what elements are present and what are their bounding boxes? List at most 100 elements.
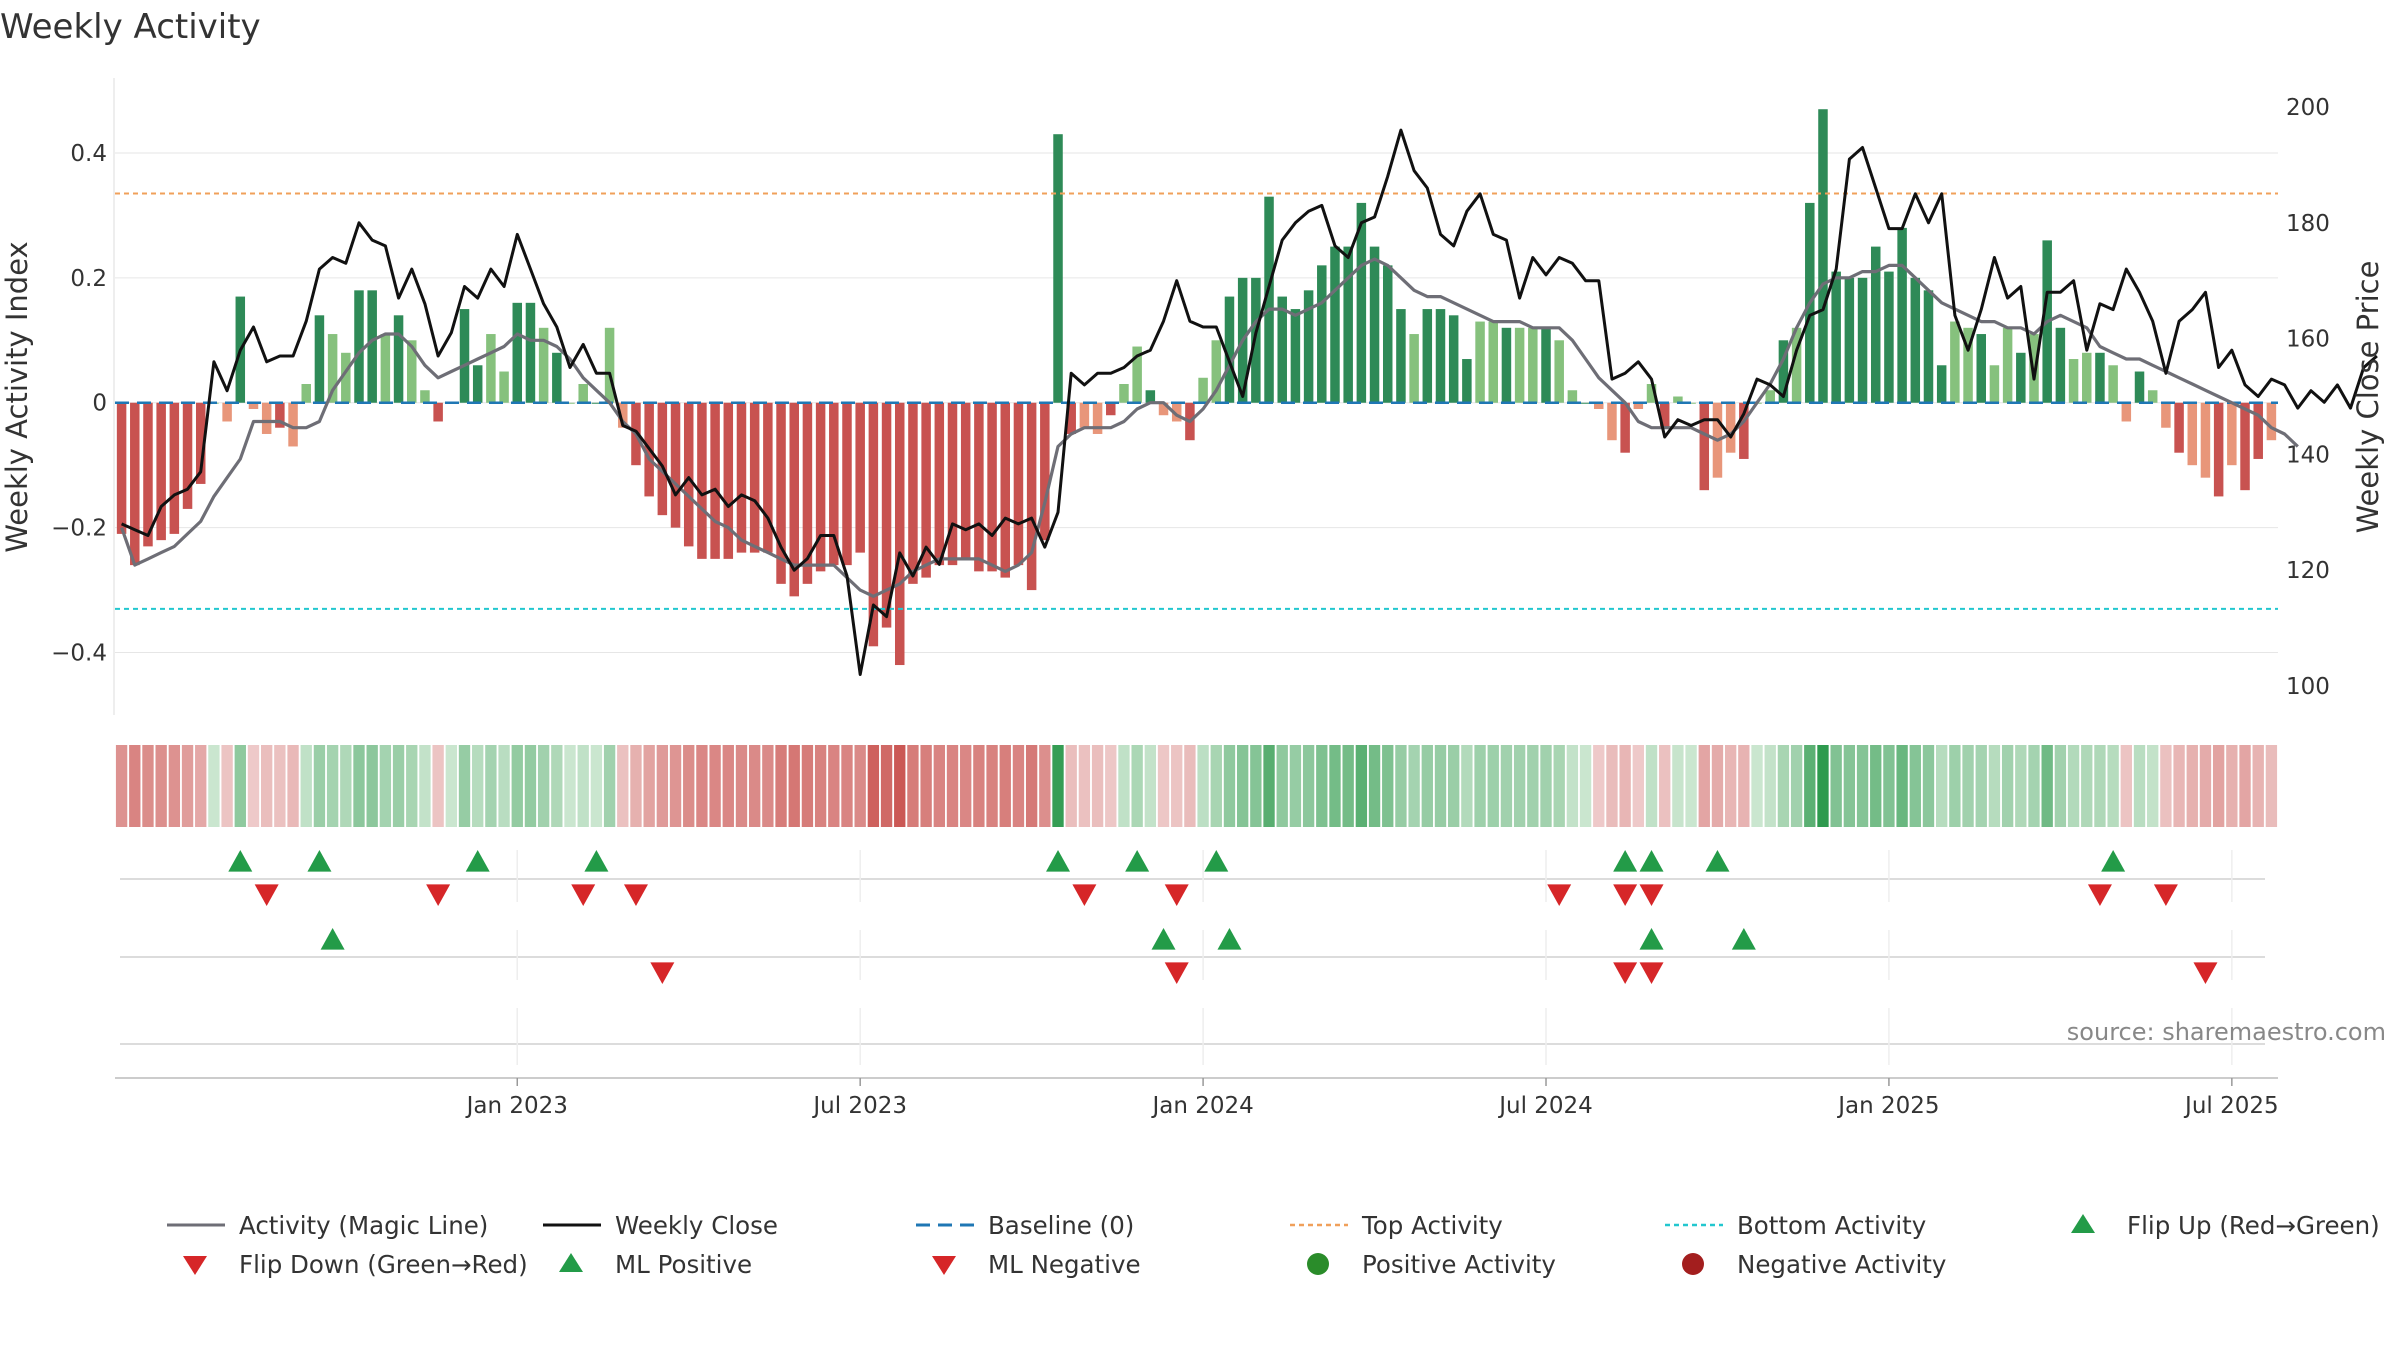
activity-bar [1198,377,1208,403]
heat-cell [353,745,365,827]
heat-cell [1078,745,1091,827]
activity-bar [1224,296,1235,403]
activity-bar [354,290,364,403]
activity-bar [1831,271,1841,403]
y-left-tick-label: 0.4 [70,141,107,167]
heat-cell [748,745,761,827]
flip-down-marker [426,884,451,906]
heat-cell [1553,745,1565,827]
activity-bar [1026,402,1037,591]
heat-cell [1500,745,1513,827]
heat-cell [1408,745,1420,827]
activity-bar [697,402,707,559]
heat-cell [2028,745,2040,827]
y-right-tick-label: 180 [2286,211,2330,237]
heat-cell [1804,745,1816,827]
heat-cell [1962,745,1974,827]
activity-bar [789,402,799,597]
activity-bar [683,402,694,547]
y-right-tick-label: 100 [2286,674,2330,700]
heat-cell [1606,745,1618,827]
legend-label: Flip Up (Red→Green) [2127,1211,2380,1240]
x-tick-label: Jan 2024 [1150,1093,1253,1119]
activity-bar [2095,352,2105,403]
activity-bar [288,402,298,447]
flip-down-marker [1547,884,1572,906]
activity-bar [578,384,588,403]
activity-bar [1870,246,1881,403]
heat-cell [1724,745,1737,827]
activity-bar [881,402,892,628]
activity-bar [974,402,984,572]
activity-heat-strip [115,745,2278,827]
heat-cell [392,745,405,827]
flip-up-marker [584,850,609,872]
activity-bar [1541,327,1551,403]
x-tick-label: Jan 2023 [465,1093,568,1119]
heat-cell [1065,745,1077,827]
heat-cell [1566,745,1579,827]
activity-bar [182,402,193,509]
activity-bar [868,402,879,647]
activity-bar [1501,327,1512,403]
activity-bar [618,402,628,428]
x-tick-label: Jan 2025 [1836,1093,1939,1119]
heat-cell [2067,745,2080,827]
flip-up-marker [228,850,253,872]
activity-bar [1119,384,1129,403]
heat-cell [551,745,563,827]
legend-item: Bottom Activity [1665,1211,1926,1240]
heat-cell [603,745,616,827]
heat-cell [1698,745,1710,827]
flip-up-marker [1204,850,1229,872]
heat-cell [1685,745,1697,827]
heat-cell [1276,745,1288,827]
flip-down-marker [1639,884,1664,906]
heat-cell [208,745,220,827]
activity-bar [2055,327,2066,403]
heat-cell [313,745,326,827]
activity-bar [2253,402,2263,459]
heat-cell [894,745,906,827]
legend-item: Top Activity [1290,1211,1503,1240]
heat-cell [1316,745,1328,827]
y-left-tick-label: 0 [92,391,107,417]
activity-bar [130,402,140,566]
legend-item: Weekly Close [543,1211,778,1240]
activity-bars [116,109,2277,666]
heat-cell [1672,745,1684,827]
activity-bar [1963,327,1973,403]
heat-cell [1025,745,1038,827]
activity-bar [143,402,153,547]
heat-cell [524,745,537,827]
activity-bar [499,371,509,403]
activity-bar [1488,321,1499,403]
activity-bar [1818,109,1828,403]
activity-bar [2134,371,2145,403]
heat-cell [986,745,998,827]
activity-bar [380,334,391,403]
heat-cell [1487,745,1499,827]
heat-cell [1382,745,1394,827]
activity-bar [393,315,404,403]
source-credit: source: sharemaestro.com [2067,1018,2386,1046]
heat-cell [617,745,629,827]
heat-cell [867,745,880,827]
heat-cell [1764,745,1776,827]
activity-bar [1699,402,1710,491]
heat-cell [1210,745,1222,827]
activity-bar [1923,290,1934,403]
heat-cell [1223,745,1236,827]
heat-cell [907,745,919,827]
heat-cell [2054,745,2067,827]
ml-positive-marker [320,928,345,950]
heat-cell [1579,745,1592,827]
activity-bar [367,290,377,403]
heat-cell [2186,745,2198,827]
activity-bar [1607,402,1617,441]
heat-cell [1184,745,1196,827]
heat-cell [221,745,233,827]
heat-cell [1936,745,1948,827]
activity-bar [1053,134,1063,403]
activity-bar [591,402,602,404]
